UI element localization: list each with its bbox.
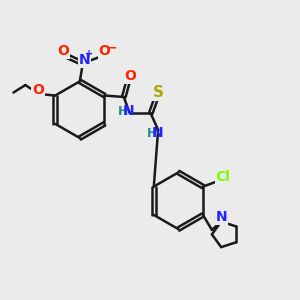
Text: S: S xyxy=(153,85,164,100)
Text: −: − xyxy=(106,41,117,54)
Text: +: + xyxy=(85,50,93,59)
Text: O: O xyxy=(99,44,110,58)
Text: H: H xyxy=(146,127,157,140)
Text: O: O xyxy=(32,83,44,98)
Text: N: N xyxy=(123,104,135,118)
Text: H: H xyxy=(118,104,128,118)
Text: N: N xyxy=(216,210,228,224)
Text: N: N xyxy=(152,126,163,140)
Text: Cl: Cl xyxy=(215,170,230,184)
Text: O: O xyxy=(58,44,69,58)
Text: O: O xyxy=(124,69,136,83)
Text: N: N xyxy=(79,53,90,67)
